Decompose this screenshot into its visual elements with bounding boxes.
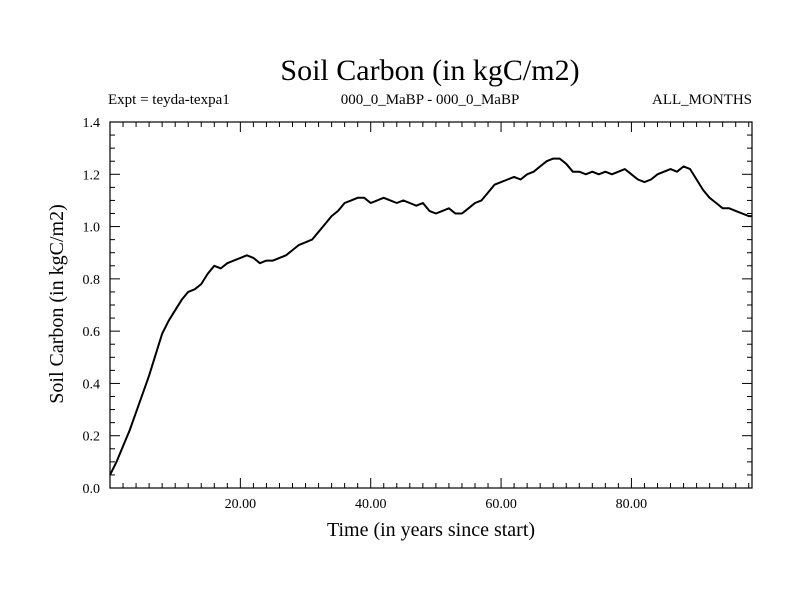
subtitle-experiment: Expt = teyda-texpa1 [108,92,230,108]
chart-title: Soil Carbon (in kgC/m2) [280,54,579,87]
y-axis-label: Soil Carbon (in kgC/m2) [46,204,68,403]
subtitle-period: 000_0_MaBP - 000_0_MaBP [341,92,520,108]
y-tick-label: 0.8 [83,273,101,288]
x-tick-label: 80.00 [616,497,648,512]
series-line [109,157,752,476]
x-tick-label: 40.00 [355,497,387,512]
subtitle-months: ALL_MONTHS [652,92,752,108]
y-tick-label: 1.2 [83,168,101,183]
plot-area: 0.0 0.2 0.4 0.6 0.8 1.0 1.2 1.4 20.00 40.00 60.00 8… [83,116,753,512]
x-tick-label: 60.00 [485,497,517,512]
y-tick-label: 0.4 [83,377,101,392]
y-tick-label: 0.6 [83,325,101,340]
y-tick-label: 0.2 [83,430,101,445]
x-axis-label: Time (in years since start) [327,519,535,541]
y-tick-label: 1.0 [83,221,101,236]
y-tick-label: 0.0 [83,482,101,497]
x-tick-label: 20.00 [225,497,257,512]
y-tick-label: 1.4 [83,116,101,131]
